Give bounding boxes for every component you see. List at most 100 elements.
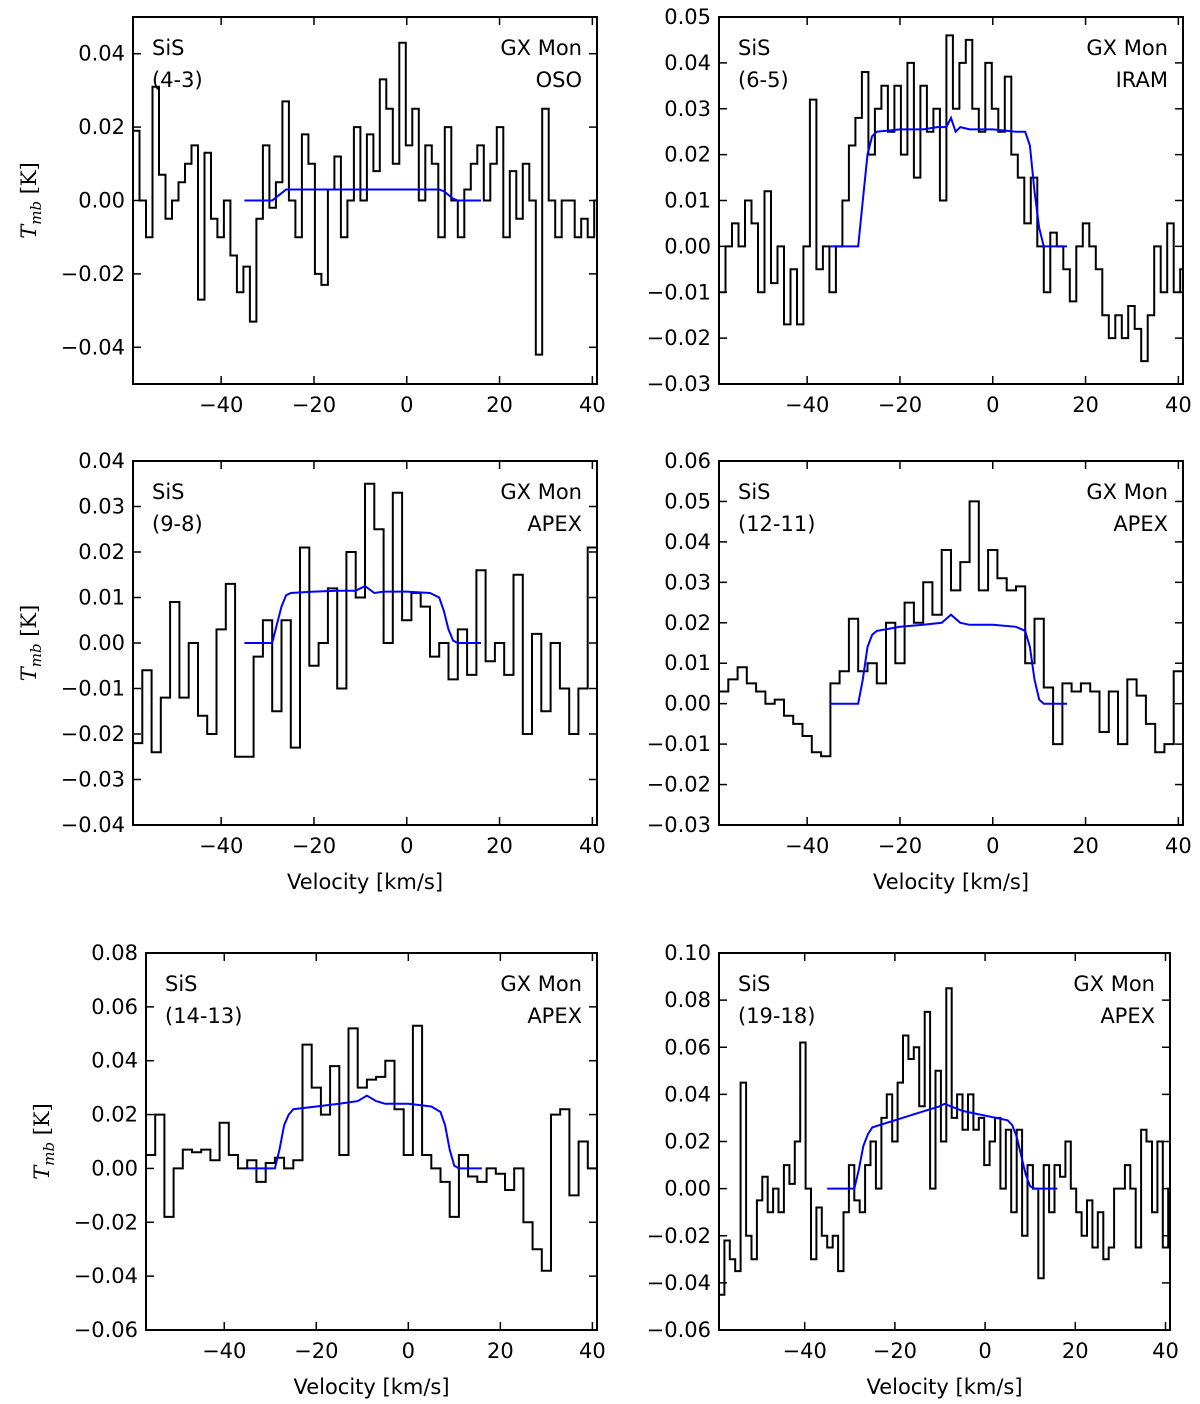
x-tick-label: 0 xyxy=(402,1339,415,1363)
y-tick-label: 0.01 xyxy=(664,189,711,213)
x-tick-label: 0 xyxy=(978,1339,991,1363)
transition-label: (6-5) xyxy=(738,68,789,92)
y-tick-label: 0.08 xyxy=(664,988,711,1012)
axes-frame xyxy=(145,952,598,1331)
y-tick-label: −0.02 xyxy=(647,326,711,350)
transition-label: (4-3) xyxy=(152,68,203,92)
y-axis-label-symbol: T xyxy=(30,1164,54,1180)
y-axis-label-subscript: mb xyxy=(40,1142,58,1166)
source-label: GX Mon xyxy=(500,36,582,60)
y-axis-label-symbol: T xyxy=(17,223,41,239)
x-tick-label: 40 xyxy=(579,393,606,417)
x-tick-label: −40 xyxy=(783,1339,827,1363)
source-label: GX Mon xyxy=(1086,480,1168,504)
x-tick-label: −40 xyxy=(202,1339,246,1363)
source-label: GX Mon xyxy=(500,972,582,996)
observed-spectrum-line xyxy=(719,34,1183,363)
y-tick-label: 0.06 xyxy=(664,1035,711,1059)
model-fit-line xyxy=(827,1102,1058,1190)
y-axis-label: Tmb [K] xyxy=(30,1103,58,1180)
x-axis-label: Velocity [km/s] xyxy=(873,870,1029,894)
y-tick-label: −0.01 xyxy=(647,732,711,756)
molecule-label: SiS xyxy=(738,972,771,996)
telescope-label: APEX xyxy=(1100,1004,1155,1028)
transition-label: (9-8) xyxy=(152,512,203,536)
y-tick-label: −0.06 xyxy=(647,1318,711,1342)
x-tick-label: −20 xyxy=(292,393,336,417)
y-tick-label: 0.04 xyxy=(78,42,125,66)
transition-label: (12-11) xyxy=(738,512,815,536)
y-tick-label: −0.03 xyxy=(647,372,711,396)
y-tick-label: 0.10 xyxy=(664,941,711,965)
x-tick-label: −40 xyxy=(785,393,829,417)
y-tick-label: 0.00 xyxy=(664,1177,711,1201)
y-tick-label: −0.02 xyxy=(647,1224,711,1248)
y-tick-label: 0.00 xyxy=(78,631,125,655)
model-fit-line xyxy=(830,115,1067,248)
spectrum-panel-6: −40 −20 0 20 40 −0.06 −0.04 −0.02 0.00 0.02 0.04 0.… xyxy=(647,941,1179,1399)
y-axis-label-unit: [K] xyxy=(17,605,41,644)
x-tick-label: −20 xyxy=(292,834,336,858)
model-fit-line xyxy=(244,584,481,644)
x-tick-label: 0 xyxy=(986,393,999,417)
y-tick-label: −0.02 xyxy=(61,722,125,746)
transition-label: (19-18) xyxy=(738,1004,815,1028)
y-axis-label-unit: [K] xyxy=(17,162,41,201)
model-fit-line xyxy=(244,188,481,202)
y-tick-label: −0.01 xyxy=(61,677,125,701)
x-tick-label: −20 xyxy=(294,1339,338,1363)
source-label: GX Mon xyxy=(1073,972,1155,996)
x-tick-label: −20 xyxy=(878,393,922,417)
y-tick-label: −0.04 xyxy=(647,1271,711,1295)
x-axis-label: Velocity [km/s] xyxy=(866,1375,1022,1399)
y-tick-label: 0.05 xyxy=(664,5,711,29)
y-tick-label: 0.02 xyxy=(664,1130,711,1154)
x-tick-label: 20 xyxy=(487,1339,514,1363)
y-tick-label: 0.01 xyxy=(664,651,711,675)
y-tick-label: 0.02 xyxy=(664,611,711,635)
telescope-label: OSO xyxy=(536,68,582,92)
molecule-label: SiS xyxy=(152,480,185,504)
y-tick-label: −0.02 xyxy=(74,1210,138,1234)
y-tick-label: −0.03 xyxy=(61,768,125,792)
y-tick-label: 0.03 xyxy=(78,495,125,519)
x-tick-label: −20 xyxy=(878,834,922,858)
x-tick-label: 40 xyxy=(579,1339,606,1363)
x-tick-label: −40 xyxy=(199,393,243,417)
molecule-label: SiS xyxy=(165,972,198,996)
x-tick-label: 40 xyxy=(1152,1339,1179,1363)
observed-spectrum-line xyxy=(719,987,1170,1296)
spectrum-panel-4: −40 −20 0 20 40 −0.03 −0.02 −0.01 0.00 0.01 0.02 0.… xyxy=(647,449,1192,894)
molecule-label: SiS xyxy=(738,36,771,60)
y-tick-label: −0.03 xyxy=(647,813,711,837)
y-tick-label: 0.06 xyxy=(664,449,711,473)
x-axis-label: Velocity [km/s] xyxy=(287,870,443,894)
y-tick-label: 0.01 xyxy=(78,586,125,610)
x-tick-label: −40 xyxy=(785,834,829,858)
axes-frame xyxy=(718,460,1184,826)
y-tick-label: 0.00 xyxy=(664,692,711,716)
model-fit-line xyxy=(247,1094,482,1170)
y-tick-label: 0.04 xyxy=(91,1049,138,1073)
y-tick-label: 0.00 xyxy=(91,1156,138,1180)
x-tick-label: 0 xyxy=(986,834,999,858)
x-tick-label: 20 xyxy=(1072,393,1099,417)
x-tick-label: 20 xyxy=(1062,1339,1089,1363)
x-tick-label: −20 xyxy=(873,1339,917,1363)
y-tick-label: 0.02 xyxy=(91,1103,138,1127)
x-axis-label: Velocity [km/s] xyxy=(293,1375,449,1399)
y-tick-label: −0.06 xyxy=(74,1318,138,1342)
x-tick-label: 20 xyxy=(486,393,513,417)
y-tick-label: 0.04 xyxy=(664,51,711,75)
molecule-label: SiS xyxy=(152,36,185,60)
y-tick-label: −0.04 xyxy=(61,813,125,837)
y-axis-label: Tmb [K] xyxy=(17,605,45,682)
y-tick-label: 0.00 xyxy=(664,234,711,258)
observed-spectrum-line xyxy=(146,1024,597,1272)
y-tick-label: 0.06 xyxy=(91,995,138,1019)
y-tick-label: −0.04 xyxy=(74,1264,138,1288)
x-tick-label: 0 xyxy=(400,393,413,417)
y-axis-label: Tmb [K] xyxy=(17,162,45,239)
telescope-label: IRAM xyxy=(1116,68,1168,92)
